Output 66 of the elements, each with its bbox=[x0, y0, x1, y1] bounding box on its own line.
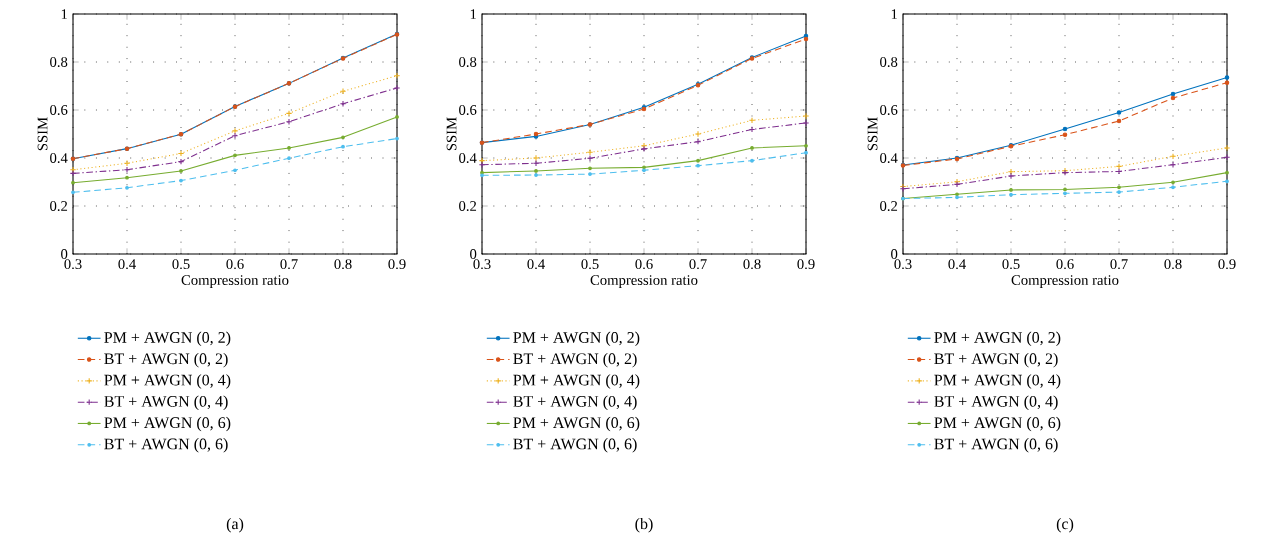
x-tick-label: 0.9 bbox=[388, 259, 406, 270]
legend-label: PM + AWGN (0, 4) bbox=[513, 374, 640, 389]
legend-label: BT + AWGN (0, 2) bbox=[934, 352, 1058, 368]
x-axis-title: Compression ratio bbox=[590, 275, 698, 288]
text: (c) bbox=[1056, 517, 1074, 533]
y-tick-label: 0 bbox=[470, 249, 477, 259]
legend-label: BT + AWGN (0, 6) bbox=[104, 438, 228, 453]
x-tick-label: 0.9 bbox=[797, 259, 815, 270]
y-tick-label: 0.8 bbox=[880, 57, 898, 67]
x-tick-label: 0.7 bbox=[280, 259, 298, 270]
x-tick-label: 0.4 bbox=[948, 259, 966, 270]
legend-label: PM + AWGN (0, 2) bbox=[934, 331, 1061, 347]
y-tick-label: 0.4 bbox=[459, 153, 477, 163]
x-tick-label: 0.3 bbox=[894, 259, 912, 270]
x-tick-label: 0.4 bbox=[118, 259, 136, 270]
x-tick-label: 0.6 bbox=[635, 259, 653, 270]
legend-label: PM + AWGN (0, 4) bbox=[104, 374, 231, 389]
y-tick-label: 0.4 bbox=[880, 153, 898, 163]
x-tick-label: 0.8 bbox=[334, 259, 352, 270]
x-tick-label: 0.8 bbox=[743, 259, 761, 270]
y-tick-label: 1 bbox=[891, 9, 897, 19]
x-axis-title: Compression ratio bbox=[1011, 275, 1119, 288]
x-tick-label: 0.9 bbox=[1218, 259, 1236, 270]
x-tick-label: 0.7 bbox=[1110, 259, 1128, 270]
x-tick-label: 0.8 bbox=[1164, 259, 1182, 270]
y-tick-label: 0.8 bbox=[50, 57, 68, 67]
legend-label: PM + AWGN (0, 4) bbox=[934, 374, 1061, 389]
x-tick-label: 0.4 bbox=[527, 259, 545, 270]
legend-label: BT + AWGN (0, 4) bbox=[104, 395, 228, 411]
y-tick-label: 0.8 bbox=[459, 57, 477, 67]
x-tick-label: 0.6 bbox=[1056, 259, 1074, 270]
legend-label: BT + AWGN (0, 4) bbox=[513, 395, 637, 411]
x-tick-label: 0.7 bbox=[689, 259, 707, 270]
x-tick-label: 0.3 bbox=[64, 259, 82, 270]
x-tick-label: 0.5 bbox=[172, 259, 190, 270]
legend-label: PM + AWGN (0, 2) bbox=[513, 331, 640, 347]
legend-label: BT + AWGN (0, 6) bbox=[513, 438, 637, 453]
y-tick-label: 0.6 bbox=[50, 105, 68, 115]
x-tick-label: 0.3 bbox=[473, 259, 491, 270]
y-axis-title: SSIM bbox=[37, 117, 48, 151]
legend-label: PM + AWGN (0, 6) bbox=[934, 416, 1061, 432]
y-axis-title: SSIM bbox=[867, 117, 878, 151]
legend-label: PM + AWGN (0, 6) bbox=[104, 416, 231, 432]
y-tick-label: 0 bbox=[61, 249, 68, 259]
legend-label: PM + AWGN (0, 2) bbox=[104, 331, 231, 347]
y-tick-label: 0.2 bbox=[880, 201, 898, 211]
y-axis-title: SSIM bbox=[446, 117, 457, 151]
legend-label: BT + AWGN (0, 2) bbox=[104, 352, 228, 368]
legend-label: BT + AWGN (0, 2) bbox=[513, 352, 637, 368]
legend-label: PM + AWGN (0, 6) bbox=[513, 416, 640, 432]
text: (a) bbox=[226, 517, 244, 533]
y-tick-label: 0 bbox=[891, 249, 898, 259]
y-tick-label: 1 bbox=[470, 9, 476, 19]
y-tick-label: 0.6 bbox=[459, 105, 477, 115]
x-tick-label: 0.5 bbox=[581, 259, 599, 270]
x-tick-label: 0.5 bbox=[1002, 259, 1020, 270]
y-tick-label: 0.4 bbox=[50, 153, 68, 163]
y-tick-label: 0.6 bbox=[880, 105, 898, 115]
legend-label: BT + AWGN (0, 6) bbox=[934, 438, 1058, 453]
y-tick-label: 1 bbox=[61, 9, 67, 19]
x-axis-title: Compression ratio bbox=[181, 275, 289, 288]
x-tick-label: 0.6 bbox=[226, 259, 244, 270]
y-tick-label: 0.2 bbox=[459, 201, 477, 211]
legend-label: BT + AWGN (0, 4) bbox=[934, 395, 1058, 411]
y-tick-label: 0.2 bbox=[50, 201, 68, 211]
text: (b) bbox=[635, 517, 653, 533]
